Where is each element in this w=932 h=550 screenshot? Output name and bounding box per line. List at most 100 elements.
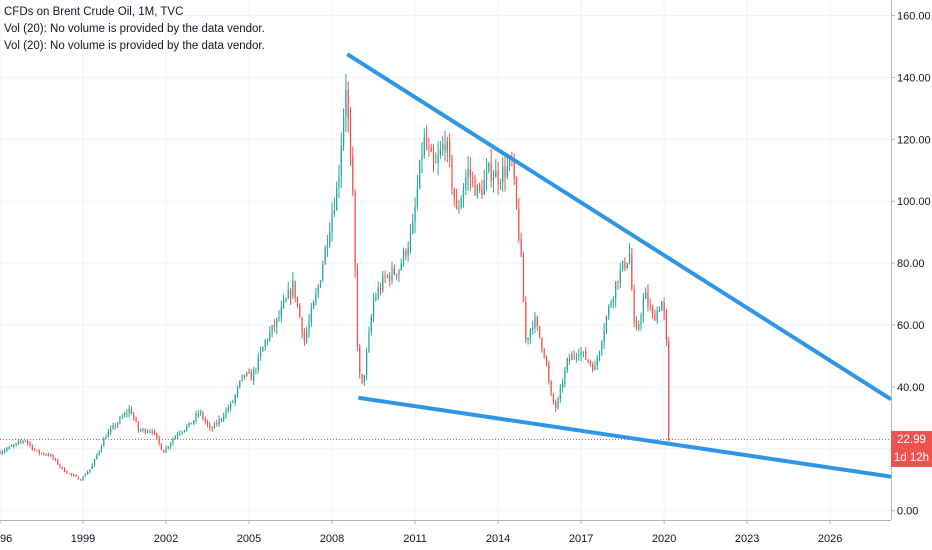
candle-body [52, 454, 54, 459]
candle-body [451, 158, 453, 189]
candle-body [555, 402, 557, 409]
candle-body [472, 177, 474, 179]
candle-body [322, 264, 324, 281]
candle-body [250, 372, 252, 381]
candle-body [181, 431, 183, 434]
candle-body [449, 141, 451, 159]
candle-body [435, 162, 437, 164]
candle-body [0, 451, 1, 454]
candle-body [502, 166, 504, 183]
candle-body [137, 421, 139, 431]
trendline-group[interactable] [346, 52, 893, 479]
candle-body [575, 356, 578, 358]
candle-body [469, 168, 472, 178]
candle-body [527, 337, 529, 341]
candle-body [126, 413, 128, 415]
candle-body [243, 374, 246, 376]
candle-body [421, 155, 423, 161]
candle-body [661, 301, 663, 311]
candle-body [605, 316, 608, 331]
x-tick-label: 2011 [403, 533, 427, 545]
candle-body [342, 116, 345, 146]
candle-body [202, 412, 204, 419]
candle-body [603, 330, 605, 343]
candle-body [439, 149, 442, 156]
candle-body [110, 428, 112, 432]
trendline-1[interactable] [358, 395, 892, 479]
candle-body [640, 315, 642, 325]
candle-body [93, 458, 96, 465]
candle-body [384, 276, 386, 278]
trendline-0[interactable] [346, 52, 893, 401]
candle-body [262, 346, 264, 352]
candle-body [617, 281, 619, 283]
candle-body [340, 145, 342, 176]
candle-body [460, 198, 462, 209]
candle-body [631, 253, 633, 290]
candle-body [68, 473, 70, 475]
candle-body [158, 437, 160, 444]
candle-body [33, 449, 36, 451]
candle-body [253, 370, 255, 381]
candle-body [336, 187, 338, 211]
candle-body [499, 182, 502, 185]
grid-lines [0, 0, 891, 520]
candle-body [163, 450, 165, 453]
candle-body [193, 420, 195, 425]
candle-body [211, 427, 213, 429]
candle-body [6, 448, 8, 451]
candle-body [425, 136, 428, 148]
candle-body [116, 423, 119, 427]
candle-body [356, 269, 359, 347]
candle-body [266, 339, 269, 341]
candle-body [98, 450, 100, 455]
candle-body [220, 418, 223, 420]
time-axis[interactable]: 1996 1999 2002 2005 2008 2011 2014 2017 2020 2023… [0, 520, 842, 545]
candle-body [73, 474, 75, 476]
candle-body [538, 325, 541, 338]
candle-body [292, 280, 294, 297]
candle-body [515, 177, 518, 208]
candle-body [548, 364, 550, 382]
candle-body [444, 144, 446, 152]
candle-body [86, 471, 89, 475]
candle-body [119, 417, 121, 424]
candle-body [197, 413, 199, 415]
candle-body [437, 155, 439, 163]
candle-body [432, 151, 435, 163]
candle-body [186, 426, 188, 431]
candle-body [601, 342, 603, 352]
price-axis[interactable]: 0.0020.0040.0060.0080.00100.00120.00140.… [891, 10, 931, 518]
candle-body [455, 199, 458, 209]
candle-body [112, 425, 114, 429]
candle-body [54, 458, 56, 460]
candle-body [312, 301, 315, 309]
candle-body [174, 436, 176, 440]
candle-body [130, 408, 133, 414]
candle-body [1, 451, 3, 454]
candle-body [628, 253, 631, 263]
candle-body [419, 160, 421, 189]
x-tick-label: 2020 [652, 533, 676, 545]
candle-body [144, 428, 146, 433]
candle-body [402, 250, 405, 264]
candle-body [368, 332, 370, 352]
candle-body [610, 302, 612, 307]
candle-body [135, 418, 137, 422]
legend-title[interactable]: CFDs on Brent Crude Oil, 1M, TVC [4, 6, 184, 18]
candle-body [483, 180, 485, 195]
candle-body [299, 304, 301, 318]
candle-body [61, 466, 63, 468]
candle-body [8, 446, 10, 449]
candle-body [27, 440, 29, 443]
y-tick-label: 40.00 [897, 382, 925, 394]
candle-body [153, 432, 156, 434]
candle-body [324, 246, 326, 265]
candle-body [412, 222, 414, 233]
candle-body [333, 210, 335, 215]
candle-body [465, 177, 467, 190]
candle-body [559, 387, 561, 399]
candle-body [31, 444, 33, 450]
candle-body [165, 447, 167, 453]
